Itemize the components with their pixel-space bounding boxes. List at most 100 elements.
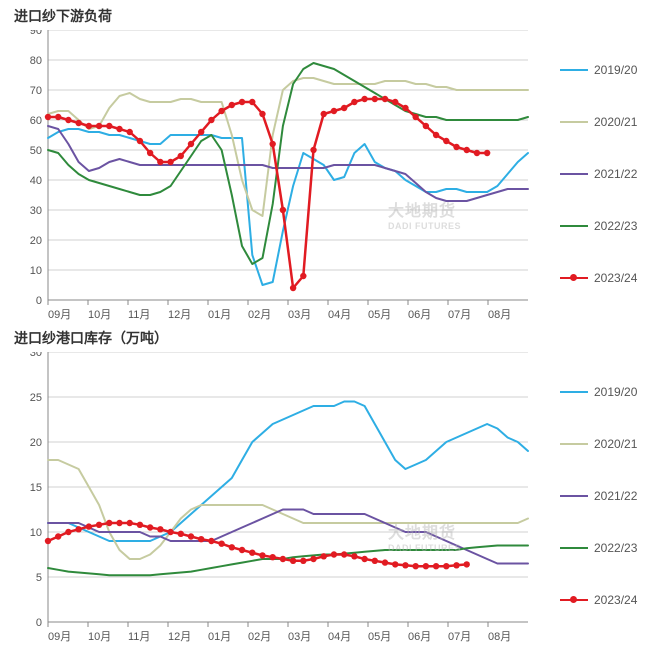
series-marker-s2023 [116,520,122,526]
series-marker-s2023 [198,536,204,542]
series-marker-s2023 [208,117,214,123]
series-marker-s2023 [116,126,122,132]
series-marker-s2023 [453,144,459,150]
y-tick-label: 30 [30,205,42,217]
series-marker-s2023 [331,108,337,114]
legend: 2019/202020/212021/222022/232023/24 [560,60,637,320]
series-marker-s2023 [423,123,429,129]
x-tick-label: 02月 [248,309,271,321]
watermark-brand: DADI FUTURES [388,543,461,553]
series-marker-s2023 [484,150,490,156]
series-marker-s2023 [218,541,224,547]
x-tick-label: 09月 [48,309,71,321]
series-marker-s2023 [188,141,194,147]
x-tick-label: 01月 [208,309,231,321]
series-marker-s2023 [229,102,235,108]
y-tick-label: 10 [30,527,42,539]
x-tick-label: 07月 [448,309,471,321]
legend-label: 2020/21 [594,437,637,451]
legend-label: 2023/24 [594,271,637,285]
series-marker-s2023 [137,522,143,528]
series-marker-s2023 [331,551,337,557]
series-marker-s2023 [55,114,61,120]
chart-title: 进口纱下游负荷 [14,6,112,26]
x-tick-label: 11月 [128,631,150,643]
series-marker-s2023 [433,132,439,138]
y-tick-label: 10 [30,265,42,277]
x-tick-label: 05月 [368,631,391,643]
y-tick-label: 30 [30,352,42,359]
series-marker-s2023 [157,159,163,165]
series-marker-s2023 [167,159,173,165]
legend-label: 2023/24 [594,593,637,607]
series-marker-s2023 [198,129,204,135]
series-marker-s2023 [351,553,357,559]
watermark-text: 大地期货 [388,203,456,220]
x-tick-label: 03月 [288,631,311,643]
series-marker-s2023 [45,538,51,544]
legend: 2019/20 2020/21 2021/22 2022/23 2023/24 [560,382,637,642]
x-tick-label: 06月 [408,631,431,643]
y-tick-label: 40 [30,175,42,187]
y-tick-label: 0 [36,295,42,307]
series-marker-s2023 [45,114,51,120]
series-marker-s2023 [147,524,153,530]
legend-label: 2021/22 [594,167,637,181]
series-marker-s2023 [96,522,102,528]
series-marker-s2023 [464,561,470,567]
watermark-brand: DADI FUTURES [388,221,461,231]
series-marker-s2023 [341,551,347,557]
legend-label: 2022/23 [594,541,637,555]
legend-swatch [560,495,588,497]
series-marker-s2023 [178,153,184,159]
watermark: 大地期货DADI FUTURES [388,519,461,553]
y-tick-label: 80 [30,55,42,67]
x-tick-label: 04月 [328,309,351,321]
watermark: 大地期货DADI FUTURES [388,197,461,231]
watermark-text: 大地期货 [388,525,456,542]
series-marker-s2023 [239,547,245,553]
legend-item: 2019/20 [560,382,637,402]
x-tick-label: 08月 [488,631,511,643]
x-tick-label: 11月 [128,309,150,321]
series-marker-s2023 [361,556,367,562]
series-marker-s2023 [402,105,408,111]
legend-label: 2022/23 [594,219,637,233]
series-marker-s2023 [392,99,398,105]
legend-swatch [560,173,588,175]
y-tick-label: 50 [30,145,42,157]
series-marker-s2023 [96,123,102,129]
series-marker-s2023 [259,111,265,117]
y-tick-label: 20 [30,437,42,449]
series-marker-s2023 [167,529,173,535]
legend-label: 2020/21 [594,115,637,129]
x-tick-label: 12月 [168,631,191,643]
series-marker-s2023 [280,207,286,213]
series-marker-s2023 [310,556,316,562]
series-marker-s2023 [127,129,133,135]
y-tick-label: 70 [30,85,42,97]
x-tick-label: 04月 [328,631,351,643]
legend-item: 2022/23 [560,216,637,236]
series-marker-s2023 [229,544,235,550]
series-marker-s2023 [321,111,327,117]
legend-swatch [560,121,588,123]
x-tick-label: 03月 [288,309,311,321]
legend-label: 2021/22 [594,489,637,503]
series-marker-s2023 [392,561,398,567]
x-tick-label: 05月 [368,309,391,321]
series-marker-s2023 [65,117,71,123]
series-marker-s2023 [239,99,245,105]
x-tick-label: 08月 [488,309,511,321]
x-tick-label: 09月 [48,631,71,643]
x-tick-label: 07月 [448,631,471,643]
legend-swatch [560,443,588,445]
series-marker-s2023 [249,550,255,556]
series-marker-s2023 [280,556,286,562]
series-marker-s2023 [382,559,388,565]
y-tick-label: 90 [30,30,42,37]
series-marker-s2023 [310,147,316,153]
legend-item: 2023/24 [560,268,637,288]
series-marker-s2023 [412,563,418,569]
series-marker-s2023 [290,285,296,291]
